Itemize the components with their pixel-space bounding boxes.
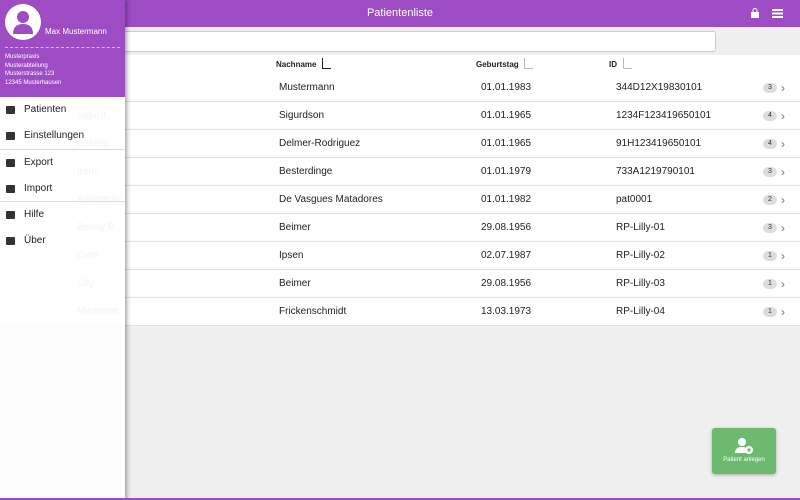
chevron[interactable]: › [781,249,785,263]
menu-icon [6,211,15,219]
menu-label: Über [24,235,46,246]
menu-item[interactable]: Einstellungen [0,123,125,149]
address-line: Musterstrasse 123 [5,71,55,77]
patient-id: RP-Lilly-02 [616,250,665,261]
top-bar: Patientenliste [0,0,800,27]
chevron[interactable]: › [781,221,785,235]
count-badge: 4 [763,139,777,149]
table-row[interactable]: SigurdSigurdson01.01.19651234F1234196501… [0,102,800,130]
patient-id: pat0001 [616,194,653,205]
column-header[interactable]: ID [609,60,617,69]
address-line: 12345 Musterhausen [5,79,62,86]
page-title: Patientenliste [366,7,434,19]
menu-label: Hilfe [24,209,45,220]
last-name: Besterdinge [279,166,333,177]
chevron[interactable]: › [781,165,785,179]
chevron[interactable]: › [781,109,785,123]
menu-icon [6,185,15,193]
patient-id: 733A1219790101 [616,166,695,177]
count-badge: 3 [763,223,777,233]
last-name: Frickenschmidt [279,306,347,317]
last-name: Beimer [279,222,311,233]
separator [5,47,120,48]
bottom-bar [0,498,800,500]
menu-item[interactable]: Über [0,228,125,254]
birthday: 29.08.1956 [481,278,532,289]
count-badge: 2 [763,195,777,205]
table-row[interactable]: MarianneFrickenschmidt13.03.1973RP-Lilly… [0,298,800,326]
table-row[interactable]: Mustermann 01.01.1983 344D12X19830101 3 › [0,74,800,102]
birthday: 29.08.1956 [481,222,532,233]
lock-icon[interactable] [750,8,760,19]
birthday: 01.01.1979 [481,166,532,177]
last-name: Mustermann [279,82,335,93]
patient-id: 91H123419650101 [616,138,702,149]
patient-id: RP-Lilly-01 [616,222,665,233]
count-badge: 1 [763,307,777,317]
menu-label: Patienten [24,104,67,115]
user-name: Max Mustermann [45,27,107,36]
patient-id: 1234F123419650101 [616,110,712,121]
chevron[interactable]: › [781,305,785,319]
menu-label: Einstellungen [24,130,85,141]
menu-icon[interactable] [772,9,783,18]
sort-icon[interactable] [524,58,533,69]
birthday: 01.01.1982 [481,194,532,205]
chevron[interactable]: › [781,193,785,207]
birthday: 13.03.1973 [481,306,532,317]
drawer: Max Mustermann Musterpraxis Musterabteilu… [0,0,125,500]
menu-icon [6,159,15,167]
column-header[interactable]: Nachname [276,60,317,69]
count-badge: 3 [763,83,777,93]
menu-item[interactable]: Hilfe [0,202,125,228]
last-name: Ipsen [279,250,304,261]
patient-id: RP-Lilly-04 [616,306,665,317]
menu-item[interactable]: Patienten [0,97,125,123]
table-row[interactable]: SabineDelmer-Rodriguez01.01.196591H12341… [0,130,800,158]
menu-icon [6,132,15,140]
birthday: 01.01.1965 [481,138,532,149]
column-header[interactable]: Geburtstag [476,60,519,69]
address-line: Musterabteilung [5,62,48,69]
menu-label: Import [24,183,53,194]
birthday: 01.01.1965 [481,110,532,121]
count-badge: 4 [763,111,777,121]
table-row[interactable]: IreneBesterdinge01.01.1979733A1219790101… [0,158,800,186]
chevron[interactable]: › [781,81,785,95]
count-badge: 1 [763,251,777,261]
search-field[interactable] [118,31,716,52]
menu-icon [6,106,15,114]
count-badge: 3 [763,167,777,177]
drawer-header: Max Mustermann Musterpraxis Musterabteilu… [0,0,125,97]
menu-separator [0,149,125,150]
chevron[interactable]: › [781,137,785,151]
chevron[interactable]: › [781,277,785,291]
menu-label: Export [24,157,53,168]
avatar [5,4,41,40]
count-badge: 1 [763,279,777,289]
patient-id: 344D12X19830101 [616,82,703,93]
menu-item[interactable]: Export [0,150,125,176]
avatar-icon [13,11,33,34]
menu-item[interactable]: Import [0,176,125,202]
last-name: Sigurdson [279,110,325,121]
sort-icon[interactable] [623,58,632,69]
patient-id: RP-Lilly-03 [616,278,665,289]
last-name: Delmer-Rodriguez [279,138,361,149]
last-name: De Vasgues Matadores [279,194,383,205]
last-name: Beimer [279,278,311,289]
birthday: 01.01.1983 [481,82,532,93]
birthday: 02.07.1987 [481,250,532,261]
add-person-icon [735,438,753,454]
sort-icon[interactable] [322,58,331,69]
button-label: Patient anlegen [723,457,765,463]
address-line: Musterpraxis [5,54,40,60]
add-patient-button[interactable]: Patient anlegen [712,428,776,474]
menu-separator [0,201,125,202]
menu-icon [6,237,15,245]
